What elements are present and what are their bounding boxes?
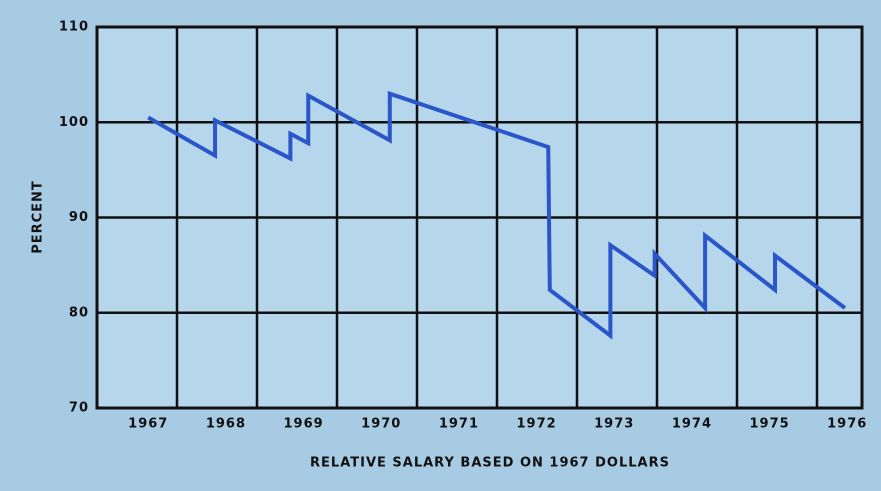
x-tick-label: 1974 xyxy=(672,417,712,432)
y-tick-label: 80 xyxy=(69,305,89,320)
x-tick-label: 1971 xyxy=(439,417,479,432)
x-tick-label: 1976 xyxy=(827,417,867,432)
x-tick-label: 1967 xyxy=(128,417,168,432)
x-axis-label: RELATIVE SALARY BASED ON 1967 DOLLARS xyxy=(310,456,670,471)
data-line xyxy=(147,90,847,340)
x-tick-label: 1975 xyxy=(749,417,789,432)
x-tick-label: 1972 xyxy=(516,417,556,432)
y-tick-label: 100 xyxy=(59,115,89,130)
y-axis-label: PERCENT xyxy=(31,180,46,254)
y-tick-label: 70 xyxy=(69,401,89,416)
x-tick-label: 1969 xyxy=(283,417,323,432)
x-tick-label: 1970 xyxy=(361,417,401,432)
y-tick-label: 110 xyxy=(59,20,89,35)
plot-frame xyxy=(95,25,864,410)
y-tick-label: 90 xyxy=(69,210,89,225)
x-tick-label: 1968 xyxy=(206,417,246,432)
x-tick-label: 1973 xyxy=(594,417,634,432)
